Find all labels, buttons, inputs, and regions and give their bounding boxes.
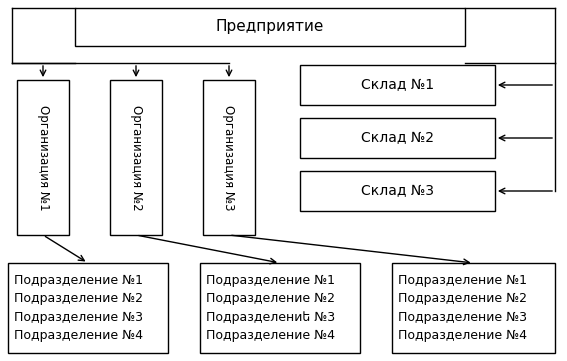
Text: Предприятие: Предприятие — [216, 19, 324, 35]
Text: Склад №3: Склад №3 — [361, 184, 434, 198]
Text: Организация №2: Организация №2 — [129, 105, 142, 210]
Text: Организация №3: Организация №3 — [222, 105, 235, 210]
Text: Подразделение №4: Подразделение №4 — [14, 329, 143, 342]
Text: Подразделение №2: Подразделение №2 — [206, 292, 335, 305]
Text: Подразделение №1: Подразделение №1 — [14, 274, 143, 287]
Bar — [203, 80, 255, 235]
Bar — [300, 65, 495, 105]
Text: Склад №2: Склад №2 — [361, 131, 434, 145]
Bar — [8, 263, 168, 353]
Text: Подразделение №4: Подразделение №4 — [398, 329, 527, 342]
Text: Склад №1: Склад №1 — [361, 78, 434, 92]
Text: Подразделение №1: Подразделение №1 — [398, 274, 527, 287]
Text: Подразделение №3: Подразделение №3 — [14, 311, 143, 324]
Bar — [300, 171, 495, 211]
Text: Подразделение №3: Подразделение №3 — [398, 311, 527, 324]
Bar — [110, 80, 162, 235]
Text: Подразделение №2: Подразделение №2 — [14, 292, 143, 305]
Text: Организация №1: Организация №1 — [36, 105, 49, 210]
Bar — [392, 263, 555, 353]
Bar — [17, 80, 69, 235]
Bar — [300, 118, 495, 158]
Text: Подразделение №4: Подразделение №4 — [206, 329, 335, 342]
Bar — [75, 8, 465, 46]
Text: Подразделение №2: Подразделение №2 — [398, 292, 527, 305]
Text: Подразделениե №3: Подразделениե №3 — [206, 311, 335, 324]
Bar — [200, 263, 360, 353]
Text: Подразделение №1: Подразделение №1 — [206, 274, 335, 287]
